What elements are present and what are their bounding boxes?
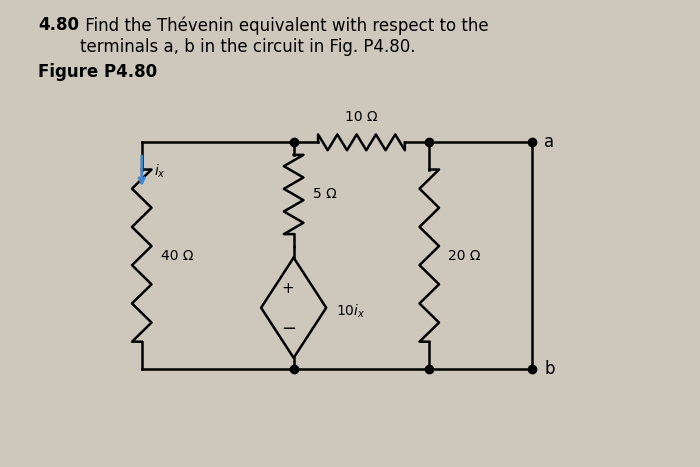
- Text: $i_x$: $i_x$: [154, 163, 165, 180]
- Text: +: +: [282, 281, 295, 296]
- Text: 4.80: 4.80: [38, 16, 80, 35]
- Text: Find the Thévenin equivalent with respect to the: Find the Thévenin equivalent with respec…: [80, 16, 489, 35]
- Text: 40 Ω: 40 Ω: [161, 248, 193, 262]
- Text: −: −: [281, 320, 296, 338]
- Text: a: a: [545, 134, 554, 151]
- Text: $10i_x$: $10i_x$: [336, 303, 365, 320]
- Text: b: b: [545, 360, 555, 378]
- Text: 10 Ω: 10 Ω: [345, 110, 378, 124]
- Text: Figure P4.80: Figure P4.80: [38, 63, 158, 81]
- Text: 20 Ω: 20 Ω: [448, 248, 481, 262]
- Text: terminals a, b in the circuit in Fig. P4.80.: terminals a, b in the circuit in Fig. P4…: [80, 38, 416, 57]
- Text: 5 Ω: 5 Ω: [313, 187, 337, 201]
